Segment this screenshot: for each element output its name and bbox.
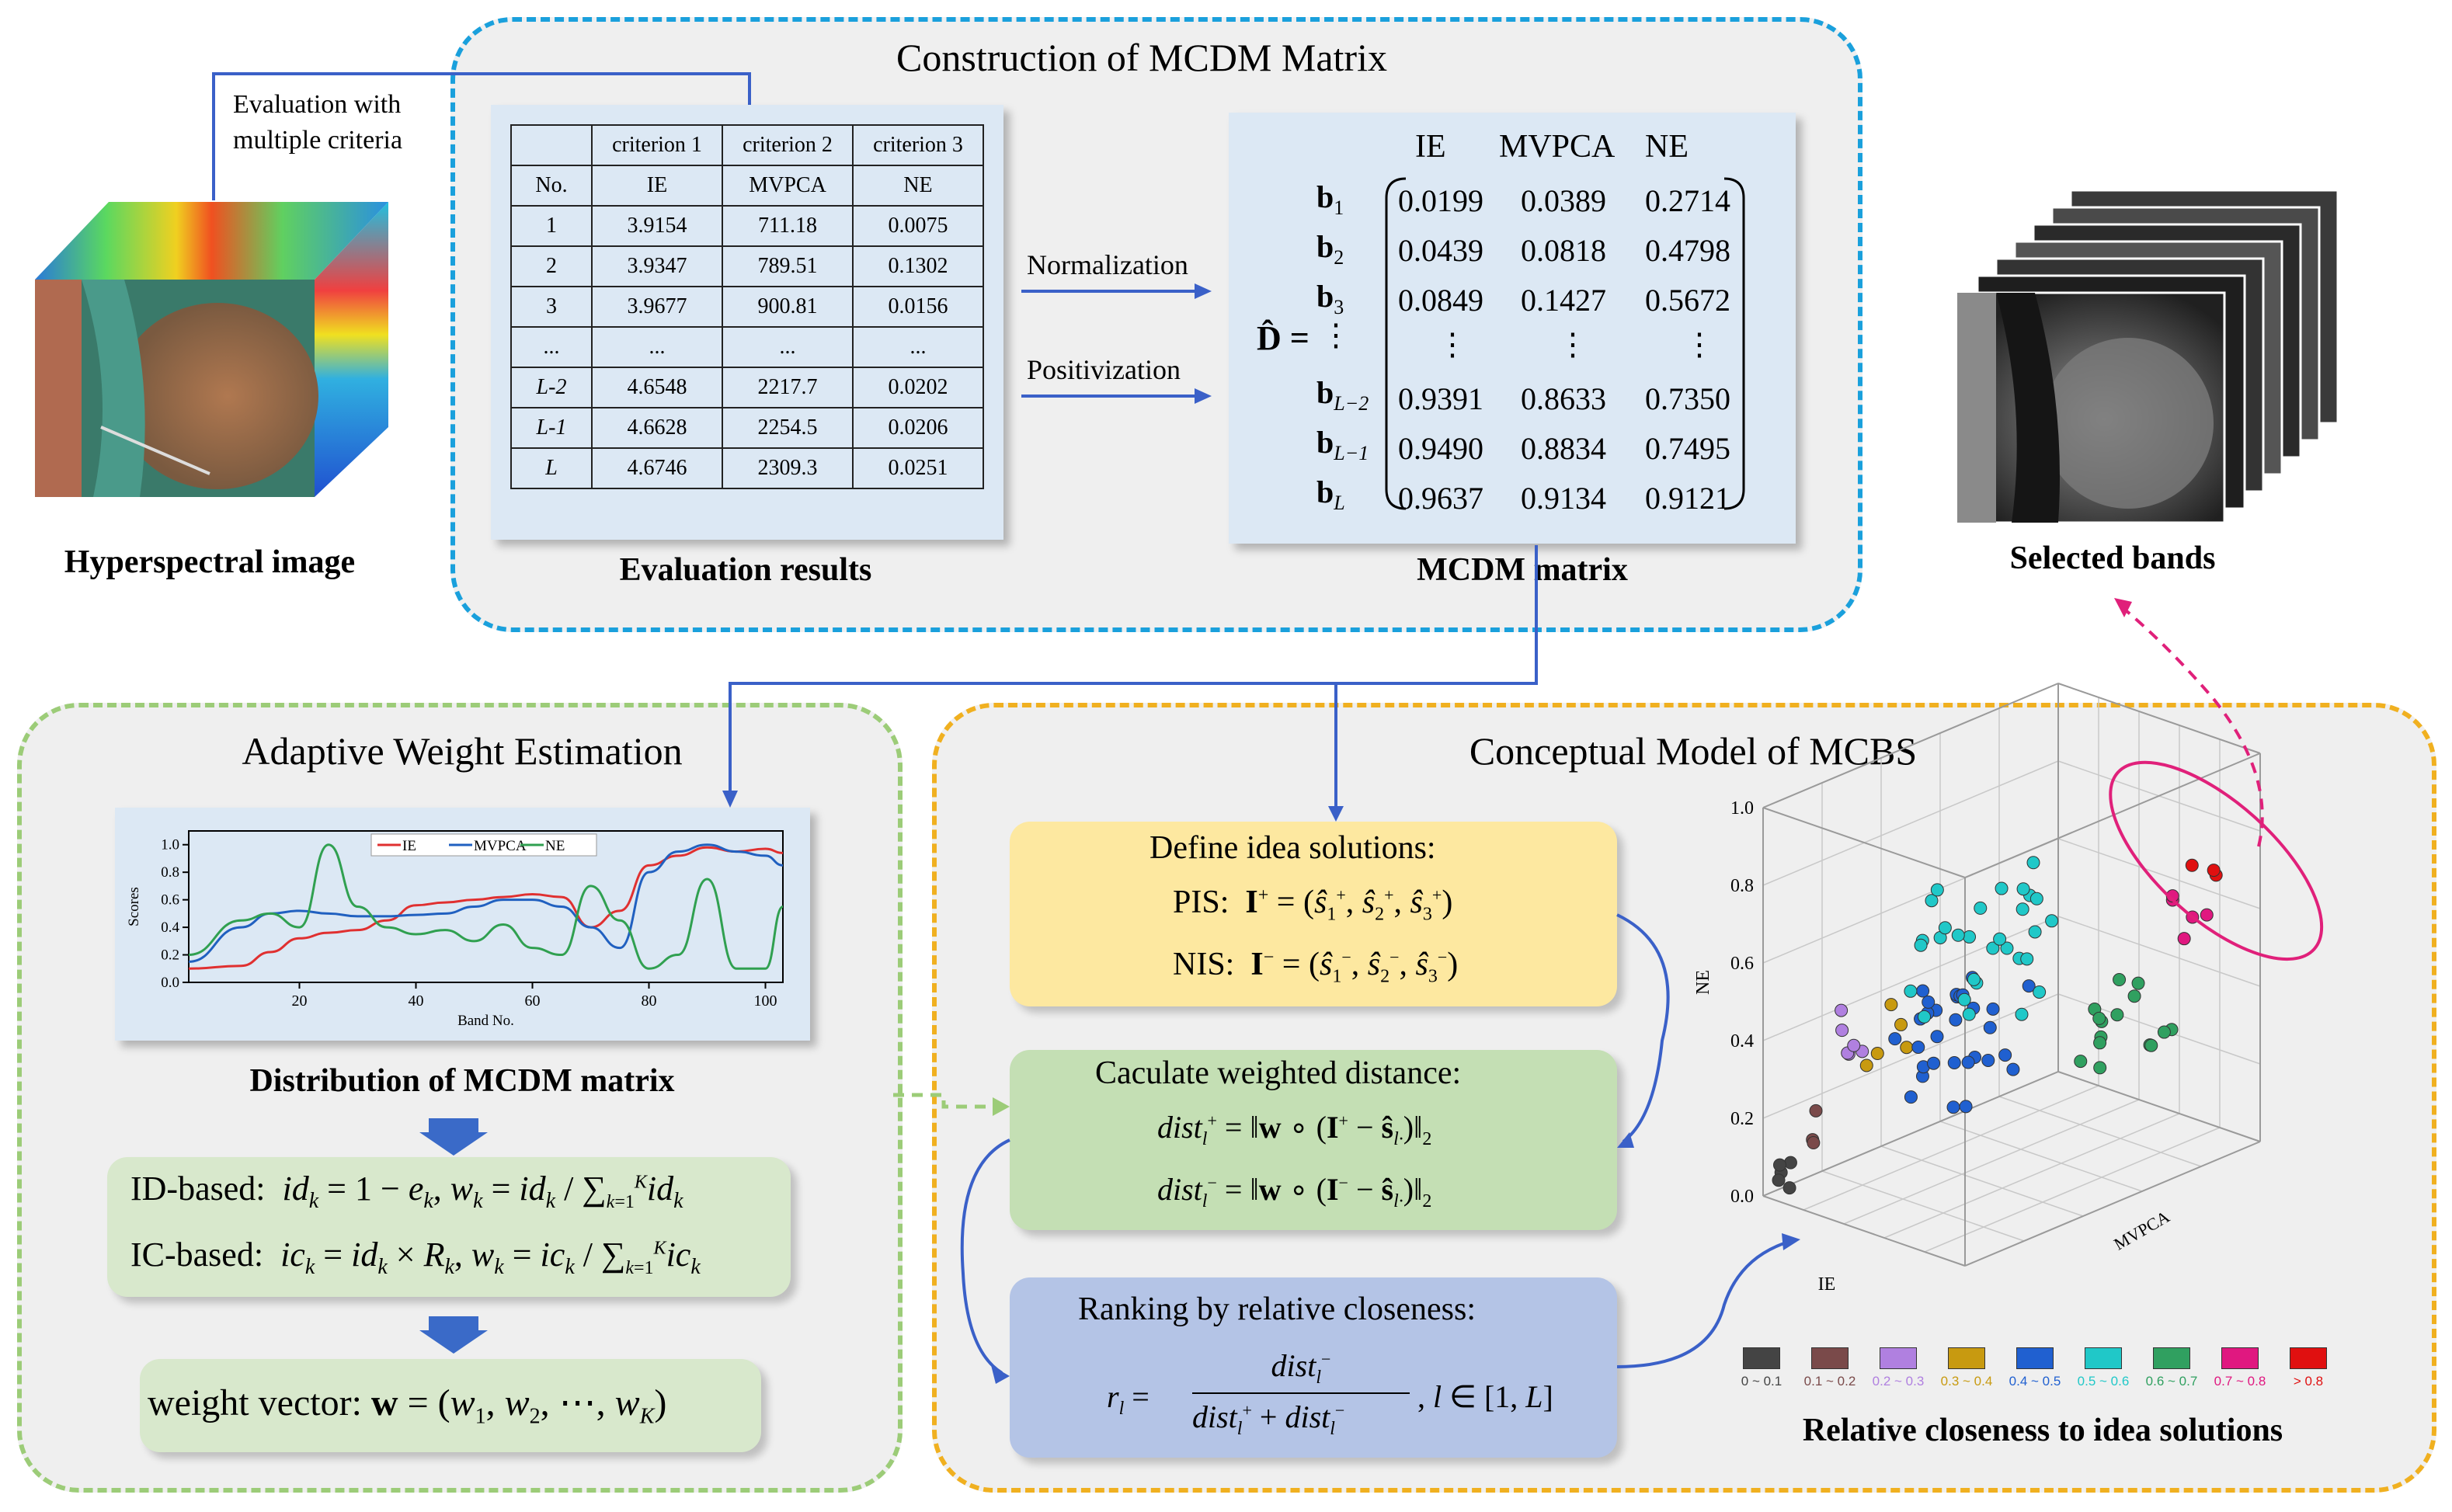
flow-connectors bbox=[0, 0, 2452, 1512]
